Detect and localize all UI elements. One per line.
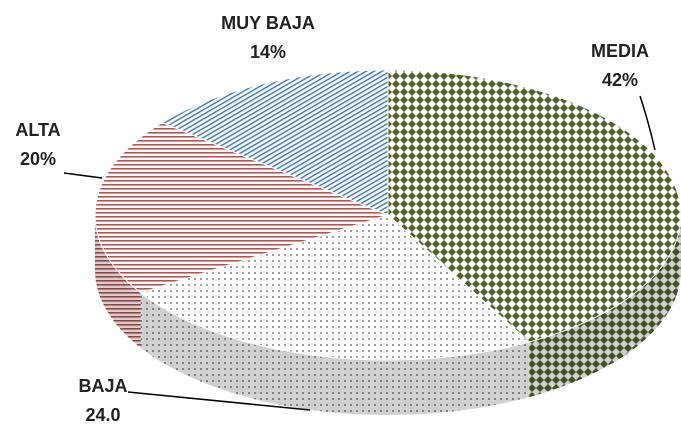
value-label: 42% <box>602 70 638 90</box>
leader-line <box>127 391 311 411</box>
pie-slice <box>161 69 389 216</box>
value-label: 24.0 <box>85 405 120 425</box>
pie-side-shade <box>140 292 530 415</box>
pie-slice <box>387 69 681 343</box>
pie-side <box>140 292 530 415</box>
pie-side-shade <box>529 215 681 398</box>
pie-slice <box>139 214 531 361</box>
category-label: BAJA <box>78 376 127 396</box>
leader-line <box>63 172 103 179</box>
value-label: 20% <box>20 149 56 169</box>
leader-line <box>639 95 656 151</box>
pie-slice <box>94 122 390 294</box>
pie-side <box>95 215 141 348</box>
category-label: MEDIA <box>591 41 649 61</box>
pie-side <box>529 215 681 398</box>
category-label: MUY BAJA <box>221 13 315 33</box>
value-label: 14% <box>250 42 286 62</box>
pie-side-shade <box>95 215 141 348</box>
category-label: ALTA <box>15 120 60 140</box>
